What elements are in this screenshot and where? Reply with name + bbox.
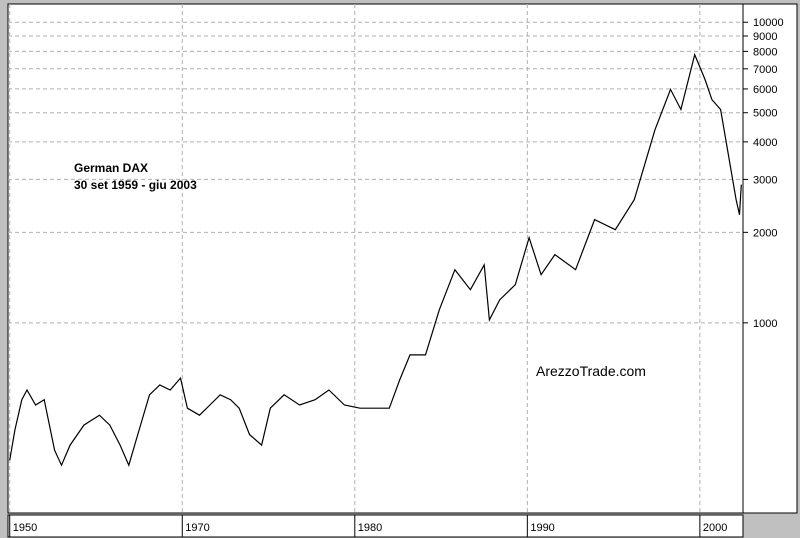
- y-tick-label: 8000: [753, 46, 777, 58]
- y-axis-area: [742, 3, 798, 514]
- chart-subtitle: 30 set 1959 - giu 2003: [74, 178, 197, 192]
- x-tick-label: 1970: [185, 522, 209, 534]
- marks: [9, 52, 742, 467]
- y-tick-label: 9000: [753, 31, 777, 43]
- chart-title: German DAX: [74, 161, 148, 175]
- y-tick-label: 2000: [753, 227, 777, 239]
- grid: [8, 4, 743, 513]
- x-axis-area: [7, 514, 744, 538]
- x-tick-label: 1980: [358, 522, 382, 534]
- watermark: ArezzoTrade.com: [536, 363, 646, 379]
- y-tick-label: 7000: [753, 64, 777, 76]
- price-line: [9, 52, 742, 467]
- x-tick-label: 1990: [530, 522, 554, 534]
- y-tick-label: 10000: [753, 17, 784, 29]
- x-tick-label: 1950: [13, 522, 37, 534]
- y-tick-label: 5000: [753, 108, 777, 120]
- y-tick-label: 1000: [753, 318, 777, 330]
- y-tick-label: 4000: [753, 137, 777, 149]
- plot-area: [7, 3, 744, 514]
- y-tick-label: 6000: [753, 84, 777, 96]
- y-tick-label: 3000: [753, 174, 777, 186]
- x-tick-label: 2000: [703, 522, 727, 534]
